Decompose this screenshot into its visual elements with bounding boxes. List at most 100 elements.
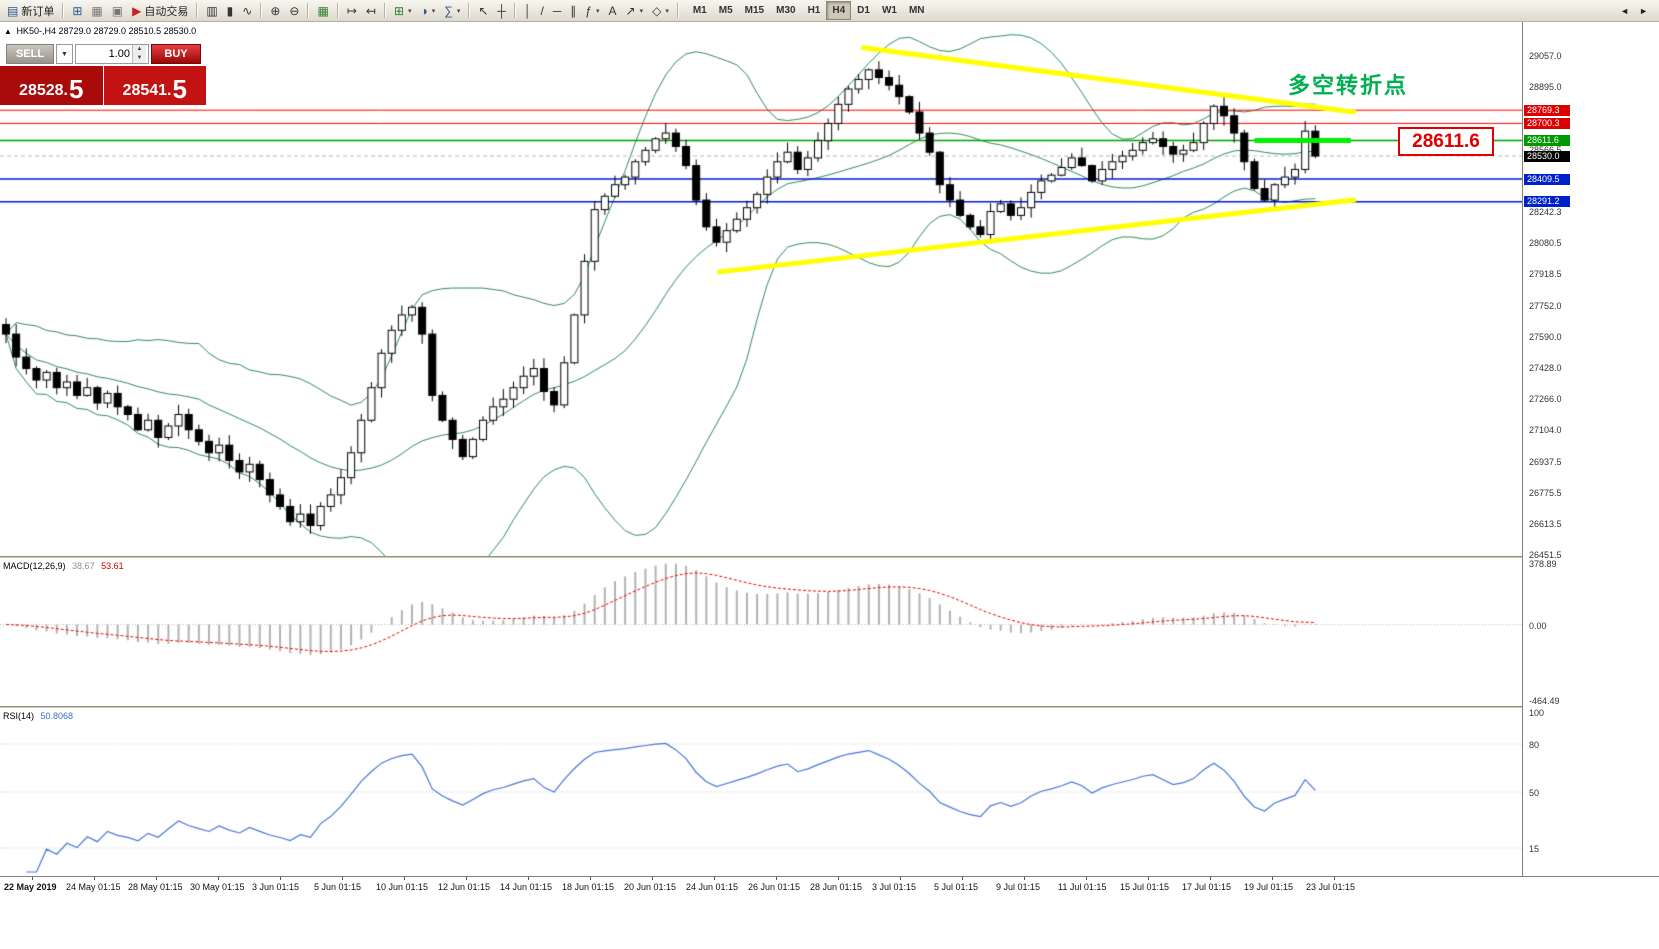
timeframe-d1-button[interactable]: D1 [857, 5, 870, 16]
charts-icon: ⊞ [72, 3, 83, 18]
order-type-dropdown[interactable]: ▼ [56, 44, 73, 64]
trendline-button[interactable]: / [536, 1, 547, 21]
toolbar-separator [336, 3, 339, 18]
shapes-icon: ◇ [652, 3, 662, 18]
chevron-down-icon: ▾ [665, 7, 669, 15]
price-axis[interactable]: 29057.0 28895.0 28566.5 28242.3 28080.5 27918… [1522, 22, 1659, 876]
time-tick [776, 877, 777, 880]
chart-profiles-button[interactable]: ◑ ▾ [417, 1, 440, 21]
macd-panel[interactable] [0, 558, 1522, 706]
time-label: 17 Jul 01:15 [1182, 882, 1232, 892]
volume-field: ▲ ▼ [75, 44, 149, 64]
macd-name: MACD(12,26,9) [3, 561, 66, 571]
panel-separator[interactable] [0, 556, 1659, 558]
cursor-button[interactable]: ↖ [474, 1, 492, 21]
indicators-button[interactable]: ∑ ▾ [440, 1, 464, 21]
tile-windows-button[interactable]: ▦ [313, 1, 332, 21]
time-axis[interactable]: 22 May 2019 24 May 01:15 28 May 01:15 30 Ma… [0, 876, 1659, 949]
line-chart-button[interactable]: ∿ [238, 1, 256, 21]
sell-button[interactable]: SELL [6, 44, 54, 64]
price-tag-blue: 28291.2 [1524, 196, 1570, 208]
panel-separator[interactable] [0, 706, 1659, 708]
time-label: 9 Jul 01:15 [996, 882, 1041, 892]
profiles-button[interactable]: ▦ [87, 1, 106, 21]
buy-button[interactable]: BUY [151, 44, 201, 64]
rsi-label: RSI(14) 50.8068 [3, 711, 73, 721]
time-tick [94, 877, 95, 880]
rsi-scale-label: 15 [1529, 844, 1540, 854]
new-chart-button[interactable]: ⊞ ▾ [390, 1, 416, 21]
new-order-button[interactable]: ▤ 新订单 [3, 1, 58, 21]
crosshair-button[interactable]: ┼ [493, 1, 510, 21]
rsi-panel[interactable] [0, 708, 1522, 876]
chart-profiles-icon: ◑ [420, 3, 428, 18]
timeframe-m5-button[interactable]: M5 [718, 5, 733, 16]
timeframe-h4-button[interactable]: H4 [826, 1, 852, 20]
horizontal-line-icon: ─ [552, 3, 562, 18]
time-tick [528, 877, 529, 880]
chevron-down-icon: ▾ [456, 7, 461, 15]
time-label: 15 Jul 01:15 [1120, 882, 1170, 892]
equidistant-channel-button[interactable]: ∥ [566, 1, 580, 21]
price-scale-label: 29057.0 [1529, 51, 1562, 62]
timeframe-m1-button[interactable]: M1 [692, 5, 707, 16]
chart-shift-button[interactable]: ↤ [362, 1, 380, 21]
volume-input[interactable] [76, 48, 132, 60]
toolbar-separator [468, 3, 471, 18]
timeframe-m30-button[interactable]: M30 [776, 5, 796, 16]
charts-button[interactable]: ⊞ [68, 1, 86, 21]
price-scale-label: 28566.5 [1529, 145, 1562, 155]
fibonacci-button[interactable]: ƒ ▾ [581, 1, 603, 21]
timeframe-mn-button[interactable]: MN [908, 5, 925, 16]
time-tick [1334, 877, 1335, 880]
sell-price-button[interactable]: 28528. 5 [0, 66, 104, 105]
time-label: 11 Jul 01:15 [1058, 882, 1107, 892]
bar-chart-button[interactable]: ▥ [202, 1, 221, 21]
auto-scroll-button[interactable]: ↦ [343, 1, 361, 21]
arrows-button[interactable]: ↗ ▾ [622, 1, 648, 21]
scroll-right-button[interactable]: ► [1639, 5, 1648, 16]
autotrading-button[interactable]: ▶ 自动交易 [128, 1, 192, 21]
chart-shift-icon: ↤ [365, 3, 376, 18]
volume-down-button[interactable]: ▼ [133, 54, 146, 63]
timeframe-m15-button[interactable]: M15 [744, 5, 765, 16]
price-tag-red: 28700.3 [1524, 117, 1570, 129]
equidistant-channel-icon: ∥ [570, 3, 577, 18]
terminal-button[interactable]: ▣ [108, 1, 127, 21]
horizontal-line-button[interactable]: ─ [549, 1, 566, 21]
timeframe-h1-button[interactable]: H1 [807, 5, 821, 16]
toolbar-separator [260, 3, 263, 18]
chevron-down-icon: ▾ [639, 7, 644, 15]
timeframe-w1-button[interactable]: W1 [881, 5, 897, 16]
time-tick [1024, 877, 1025, 880]
candlestick-chart-button[interactable]: ▮ [223, 1, 238, 21]
autotrading-icon: ▶ [132, 3, 142, 18]
symbol-period-label: HK50-,H4 [16, 26, 56, 36]
volume-up-button[interactable]: ▲ [133, 45, 146, 54]
price-scale-label: 27104.0 [1529, 425, 1562, 436]
time-tick [218, 877, 219, 880]
zoom-out-button[interactable]: ⊖ [285, 1, 303, 21]
shapes-button[interactable]: ◇ ▾ [648, 1, 673, 21]
symbol-marker-icon: ▲ [4, 27, 12, 36]
price-scale-label: 27590.0 [1529, 332, 1562, 342]
line-chart-icon: ∿ [242, 3, 253, 18]
arrows-icon: ↗ [625, 3, 636, 18]
toolbar-separator [62, 3, 65, 18]
zoom-in-button[interactable]: ⊕ [266, 1, 284, 21]
price-chart[interactable] [0, 22, 1522, 556]
price-scale-label: 27428.0 [1529, 363, 1562, 374]
text-label-button[interactable]: A [605, 1, 621, 21]
time-label: 14 Jun 01:15 [500, 882, 553, 892]
new-order-label: 新订单 [21, 5, 55, 18]
time-label: 24 May 01:15 [66, 882, 121, 892]
macd-scale-label: -464.49 [1529, 696, 1560, 706]
scroll-left-button[interactable]: ◄ [1620, 5, 1630, 16]
vertical-line-button[interactable]: │ [520, 1, 536, 21]
price-scale-label: 26937.5 [1529, 456, 1562, 467]
price-tag-black: 28530.0 [1524, 150, 1570, 162]
toolbar-overflow: ◄ ► [1616, 1, 1656, 21]
buy-price-button[interactable]: 28541. 5 [103, 66, 206, 105]
tile-windows-icon: ▦ [317, 3, 329, 18]
toolbar-separator [383, 3, 386, 18]
